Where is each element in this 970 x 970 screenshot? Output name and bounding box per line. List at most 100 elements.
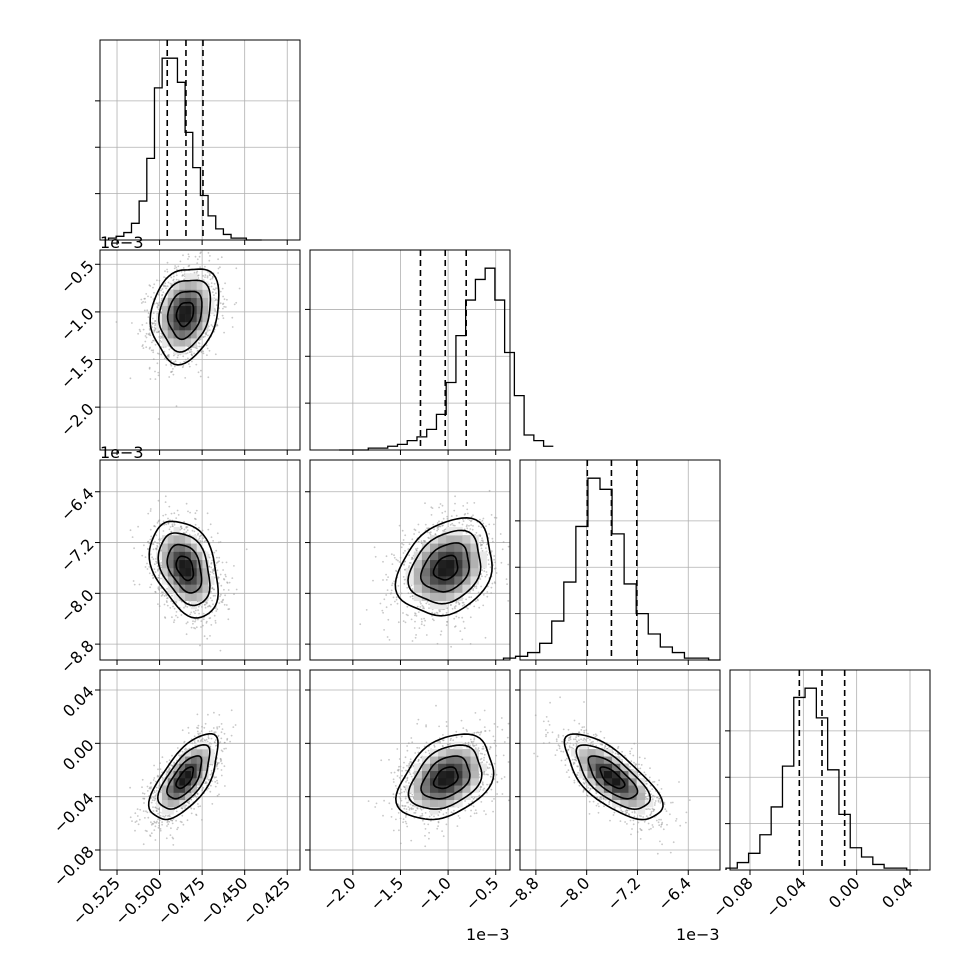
- sample-point: [182, 254, 184, 257]
- sample-point: [481, 549, 484, 552]
- sample-point: [166, 270, 169, 273]
- sample-point: [158, 293, 160, 296]
- sample-point: [490, 550, 493, 552]
- sample-point: [518, 540, 520, 542]
- sample-point: [245, 548, 248, 551]
- density-cell: [470, 551, 479, 561]
- density-cell: [454, 559, 463, 569]
- sample-point: [146, 562, 148, 565]
- sample-point: [235, 588, 238, 591]
- sample-point: [201, 606, 203, 608]
- sample-point: [469, 643, 472, 645]
- density-cell: [179, 592, 186, 602]
- panel-1-0: −2.0−1.5−1.0−0.5: [57, 249, 301, 455]
- sample-point: [146, 568, 149, 570]
- sample-point: [206, 329, 209, 332]
- sample-point: [393, 580, 396, 583]
- sample-point: [198, 342, 201, 345]
- sample-point: [472, 587, 474, 590]
- sample-point: [402, 576, 405, 578]
- sample-point: [154, 320, 157, 322]
- sample-point: [204, 265, 206, 268]
- density-cell: [430, 559, 439, 569]
- sample-point: [489, 566, 492, 569]
- density-area: [100, 670, 300, 870]
- sample-point: [482, 541, 485, 544]
- density-cell: [454, 567, 463, 577]
- sample-point: [198, 255, 201, 258]
- sample-point: [466, 527, 469, 530]
- sample-point: [436, 522, 439, 524]
- sample-point: [506, 583, 508, 585]
- sample-point: [168, 348, 171, 351]
- sample-point: [161, 591, 163, 594]
- sample-point: [154, 343, 157, 346]
- sample-point: [213, 282, 216, 285]
- sample-point: [419, 601, 422, 603]
- density-cell: [185, 273, 192, 282]
- sample-point: [469, 528, 472, 530]
- density-cell: [185, 535, 192, 544]
- sample-point: [404, 534, 407, 537]
- sample-point: [167, 517, 169, 520]
- density-cell: [438, 600, 447, 610]
- sample-point: [461, 601, 464, 604]
- sample-point: [163, 276, 166, 278]
- sample-point: [455, 514, 458, 517]
- sample-point: [408, 554, 410, 557]
- sample-point: [208, 259, 211, 262]
- sample-point: [207, 334, 209, 337]
- sample-point: [213, 314, 216, 317]
- sample-point: [154, 540, 156, 543]
- sample-point: [152, 358, 155, 360]
- sample-point: [140, 302, 143, 304]
- sample-point: [466, 524, 468, 526]
- density-cell: [196, 576, 203, 585]
- sample-point: [166, 587, 169, 590]
- sample-point: [441, 504, 444, 507]
- sample-point: [163, 285, 165, 288]
- sample-point: [131, 536, 134, 538]
- contour-level-2: [166, 290, 203, 341]
- sample-point: [402, 552, 405, 554]
- sample-point: [428, 537, 430, 540]
- sample-point: [395, 558, 398, 561]
- density-cell: [446, 584, 455, 593]
- sample-point: [216, 782, 219, 785]
- sample-point: [147, 295, 149, 298]
- sample-point: [490, 592, 493, 594]
- sample-point: [176, 356, 179, 359]
- sample-point: [151, 326, 154, 328]
- sample-point: [219, 541, 222, 543]
- density-cell: [438, 535, 447, 544]
- sample-point: [468, 596, 471, 599]
- sample-point: [219, 266, 221, 269]
- sample-point: [507, 545, 510, 548]
- sample-point: [172, 525, 174, 528]
- sample-point: [142, 328, 145, 331]
- density-cell: [185, 559, 192, 569]
- sample-point: [197, 732, 200, 735]
- sample-point: [193, 741, 196, 744]
- sample-point: [411, 640, 414, 642]
- density-cell: [161, 543, 169, 552]
- y-tick-label: −2.0: [57, 399, 98, 440]
- sample-point: [212, 594, 215, 597]
- sample-point: [173, 607, 176, 610]
- sample-point: [385, 594, 388, 596]
- sample-point: [154, 591, 157, 594]
- panel-frame: [309, 459, 511, 661]
- sample-point: [387, 618, 390, 621]
- sample-point: [164, 513, 167, 516]
- sample-point: [147, 547, 149, 550]
- sample-point: [482, 604, 485, 607]
- sample-point: [218, 560, 220, 563]
- sample-point: [493, 558, 496, 561]
- density-cell: [179, 346, 186, 355]
- sample-point: [154, 327, 157, 330]
- sample-point: [172, 279, 175, 282]
- density-cell: [190, 297, 197, 307]
- sample-point: [160, 332, 163, 335]
- sample-point: [183, 270, 186, 273]
- sample-point: [158, 519, 161, 522]
